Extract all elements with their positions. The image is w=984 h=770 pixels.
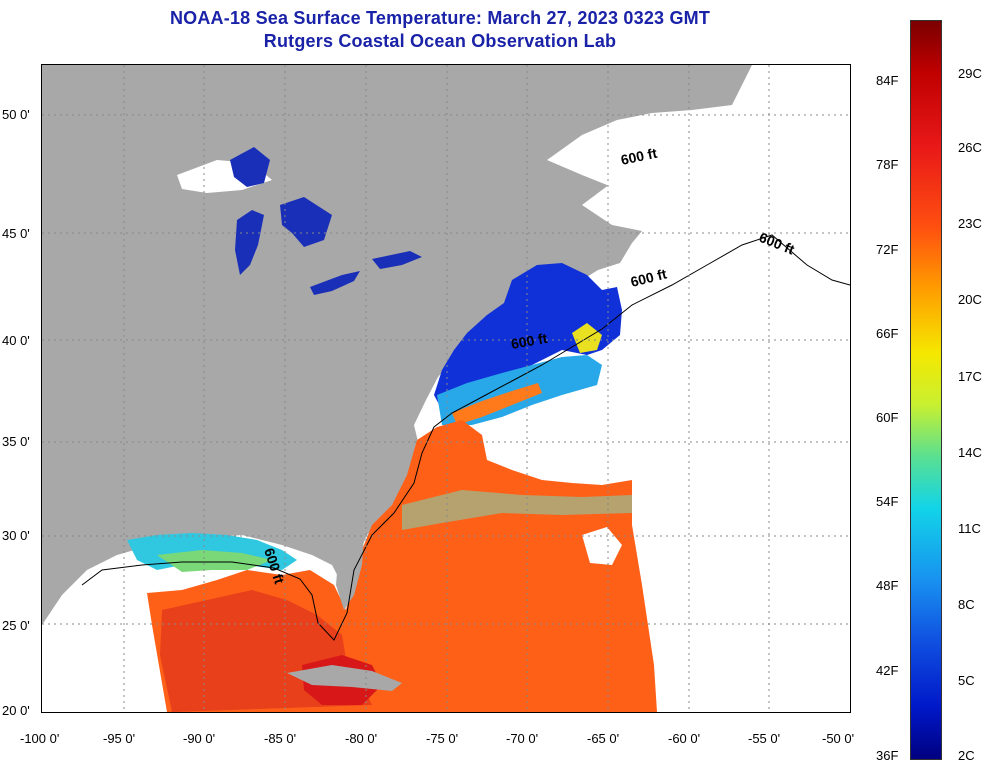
lat-label-45: 45 0' [2, 226, 30, 241]
colorbar-celsius-label: 20C [958, 292, 982, 307]
colorbar-fahrenheit-label: 84F [876, 73, 899, 88]
isobath-label: 600 ft [510, 330, 549, 352]
colorbar-fahrenheit-label: 78F [876, 157, 899, 172]
sst-map-canvas: 600 ft 600 ft 600 ft 600 ft 600 ft [42, 65, 850, 712]
colorbar-fahrenheit-label: 66F [876, 326, 899, 341]
isobath-600ft [81, 234, 850, 641]
lat-label-50: 50 0' [2, 107, 30, 122]
lake-superior [230, 147, 270, 187]
colorbar-celsius-label: 14C [958, 445, 982, 460]
map-subtitle: Rutgers Coastal Ocean Observation Lab [263, 31, 617, 51]
lon-label-minus70: -70 0' [506, 731, 539, 746]
florida-peninsula [336, 520, 364, 610]
colorbar-celsius-label: 26C [958, 140, 982, 155]
graticule [42, 65, 850, 712]
colorbar-fahrenheit-label: 72F [876, 242, 899, 257]
lon-label-minus65: -65 0' [587, 731, 620, 746]
lon-label-minus85: -85 0' [264, 731, 297, 746]
gulf-coast-mid-shelf [157, 550, 272, 572]
colorbar-celsius-label: 2C [958, 748, 975, 763]
lon-label-minus60: -60 0' [668, 731, 701, 746]
colorbar-celsius-label: 23C [958, 216, 982, 231]
lat-label-35: 35 0' [2, 434, 30, 449]
lake-ontario [372, 251, 422, 269]
lake-erie [310, 271, 360, 295]
colorbar-fahrenheit-label: 36F [876, 748, 899, 763]
colorbar-celsius-label: 11C [958, 521, 981, 536]
colorbar-fahrenheit-label: 54F [876, 494, 899, 509]
isobath-label: 600 ft [619, 145, 658, 168]
lon-label-minus90: -90 0' [183, 731, 216, 746]
colorbar-celsius-label: 5C [958, 673, 975, 688]
lake-michigan [235, 210, 264, 275]
temperature-color-bar [910, 20, 942, 760]
cloud-streaks [402, 490, 632, 530]
lon-label-minus80: -80 0' [345, 731, 378, 746]
lon-label-minus55: -55 0' [748, 731, 781, 746]
map-title: NOAA-18 Sea Surface Temperature: March 2… [169, 8, 711, 28]
lat-label-20: 20 0' [2, 703, 30, 718]
lat-label-25: 25 0' [2, 618, 30, 633]
colorbar-celsius-label: 29C [958, 66, 982, 81]
colorbar-fahrenheit-label: 60F [876, 410, 899, 425]
colorbar-celsius-label: 8C [958, 597, 975, 612]
lon-label-minus100: -100 0' [20, 731, 60, 746]
lon-label-minus50: -50 0' [822, 731, 855, 746]
gulf-stream-north-wall [452, 383, 542, 425]
sst-map: 600 ft 600 ft 600 ft 600 ft 600 ft [41, 64, 851, 713]
colorbar-fahrenheit-label: 48F [876, 578, 899, 593]
lake-huron [280, 197, 332, 247]
lon-label-minus75: -75 0' [426, 731, 459, 746]
lat-label-30: 30 0' [2, 528, 30, 543]
no-data-gulf-stlawrence [547, 65, 850, 215]
colorbar-fahrenheit-label: 42F [876, 663, 899, 678]
colorbar-celsius-label: 17C [958, 369, 982, 384]
lat-label-40: 40 0' [2, 333, 30, 348]
lon-label-minus95: -95 0' [103, 731, 136, 746]
gulf-of-maine-cold-water [434, 263, 622, 410]
cuba [287, 665, 402, 691]
